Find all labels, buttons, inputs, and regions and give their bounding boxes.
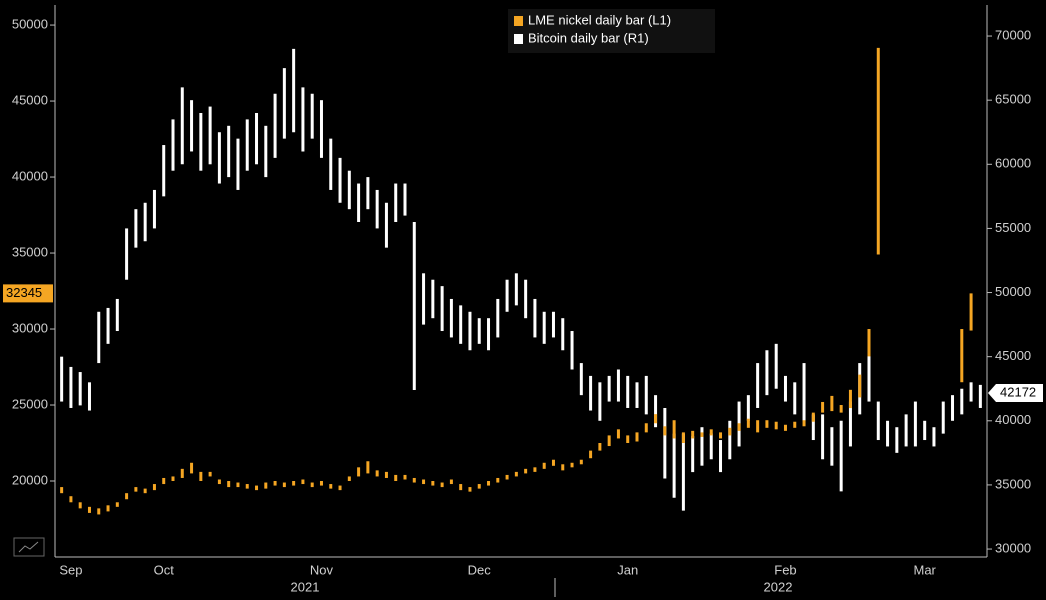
y2-tick-label: 40000 xyxy=(995,412,1031,427)
y2-tick-label: 35000 xyxy=(995,476,1031,491)
x-tick-label: Oct xyxy=(154,562,175,577)
y-tick-label: 25000 xyxy=(12,396,48,411)
x-tick-label: Dec xyxy=(468,562,492,577)
y-tick-label: 45000 xyxy=(12,92,48,107)
year-label: 2021 xyxy=(291,579,320,594)
legend-label: LME nickel daily bar (L1) xyxy=(528,12,671,27)
last-value-label: 42172 xyxy=(1000,384,1036,399)
x-tick-label: Feb xyxy=(774,562,796,577)
y2-tick-label: 60000 xyxy=(995,156,1031,171)
year-label: 2022 xyxy=(764,579,793,594)
x-tick-label: Sep xyxy=(59,562,82,577)
y-tick-label: 35000 xyxy=(12,244,48,259)
x-tick-label: Jan xyxy=(617,562,638,577)
y-tick-label: 40000 xyxy=(12,168,48,183)
chart-icon-line xyxy=(18,541,39,553)
y-tick-label: 50000 xyxy=(12,16,48,31)
y2-tick-label: 45000 xyxy=(995,348,1031,363)
y2-tick-label: 50000 xyxy=(995,284,1031,299)
legend-swatch xyxy=(514,34,523,44)
legend-box xyxy=(508,9,715,53)
y2-tick-label: 30000 xyxy=(995,540,1031,555)
y2-tick-label: 70000 xyxy=(995,27,1031,42)
y2-tick-label: 55000 xyxy=(995,220,1031,235)
legend-swatch xyxy=(514,16,523,26)
y-tick-label: 20000 xyxy=(12,472,48,487)
last-value-tag xyxy=(3,284,53,303)
y-tick-label: 30000 xyxy=(12,320,48,335)
chart-icon[interactable] xyxy=(13,537,45,557)
x-tick-label: Nov xyxy=(310,562,334,577)
last-value-label: 32345 xyxy=(6,285,42,300)
y2-tick-label: 65000 xyxy=(995,92,1031,107)
legend-label: Bitcoin daily bar (R1) xyxy=(528,30,649,45)
last-value-tag xyxy=(988,383,1043,402)
x-tick-label: Mar xyxy=(913,562,936,577)
